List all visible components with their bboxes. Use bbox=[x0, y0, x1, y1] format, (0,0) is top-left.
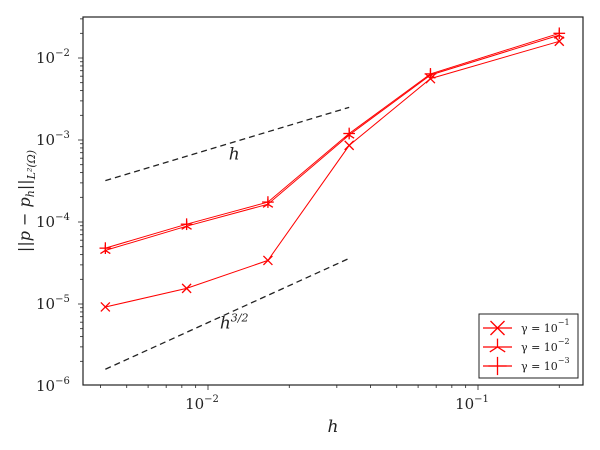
tri-marker-stroke bbox=[553, 34, 560, 39]
series-line bbox=[105, 32, 560, 249]
tri-marker-stroke bbox=[425, 74, 431, 79]
tri-marker-stroke bbox=[430, 74, 436, 79]
marker-plus bbox=[488, 356, 507, 376]
y-tick-label: 10−5 bbox=[36, 294, 70, 313]
series-line bbox=[105, 40, 560, 308]
tri-marker-stroke bbox=[181, 225, 187, 230]
x-marker-stroke bbox=[344, 140, 355, 151]
x-marker-stroke bbox=[262, 255, 273, 266]
marker-plus bbox=[180, 218, 193, 231]
series-gamma-3 bbox=[99, 27, 566, 254]
tri-marker-stroke bbox=[267, 203, 274, 208]
marker-x bbox=[344, 140, 355, 151]
y-tick-label: 10−2 bbox=[36, 48, 70, 67]
marker-plus bbox=[424, 68, 437, 80]
x-marker-stroke bbox=[181, 283, 192, 294]
reference-lines: h h3/2 bbox=[105, 106, 350, 370]
x-marker-stroke bbox=[100, 302, 111, 312]
x-axis: 10−2 10−1 bbox=[100, 385, 560, 413]
tri-marker-stroke bbox=[100, 249, 106, 255]
marker-tri bbox=[489, 338, 506, 353]
x-axis-label: h bbox=[328, 417, 339, 437]
tri-marker-stroke bbox=[105, 249, 111, 255]
marker-plus bbox=[262, 196, 274, 208]
tri-marker-stroke bbox=[489, 346, 498, 353]
legend-label: γ = 10−3 bbox=[521, 356, 570, 373]
series-gamma-1 bbox=[100, 36, 565, 312]
tri-marker-stroke bbox=[186, 225, 192, 230]
legend-box bbox=[478, 313, 579, 379]
tri-marker-stroke bbox=[348, 134, 355, 139]
legend-label: γ = 10−2 bbox=[521, 337, 570, 354]
plot-frame bbox=[82, 16, 584, 386]
legend: γ = 10−1 γ = 10−2 γ = 10−3 bbox=[478, 313, 579, 379]
marker-x bbox=[181, 283, 192, 294]
x-tick-label: 10−2 bbox=[185, 394, 219, 413]
x-tick-label: 10−1 bbox=[455, 394, 489, 413]
annotation-h: h bbox=[229, 144, 240, 164]
series-line bbox=[105, 34, 560, 251]
reference-line-h bbox=[105, 106, 350, 182]
legend-label: γ = 10−1 bbox=[521, 318, 570, 335]
annotation-h32: h3/2 bbox=[220, 312, 249, 334]
marker-plus bbox=[553, 27, 566, 40]
marker-x bbox=[490, 320, 505, 336]
y-axis-label: ||p − ph||L²(Ω) bbox=[15, 150, 38, 252]
x-marker-stroke bbox=[490, 320, 505, 336]
series-gamma-2 bbox=[100, 29, 565, 255]
y-tick-label: 10−6 bbox=[36, 376, 70, 395]
x-marker-stroke bbox=[554, 36, 565, 47]
marker-plus bbox=[99, 242, 112, 254]
reference-line-h32 bbox=[105, 257, 350, 370]
marker-x bbox=[262, 255, 273, 266]
marker-x bbox=[100, 302, 111, 312]
tri-marker-stroke bbox=[558, 34, 565, 39]
y-axis-label-text: ||p − ph||L²(Ω) bbox=[15, 150, 38, 252]
y-tick-label: 10−3 bbox=[36, 130, 70, 149]
data-series bbox=[99, 27, 566, 312]
y-tick-label: 10−4 bbox=[36, 212, 70, 231]
tri-marker-stroke bbox=[262, 203, 269, 208]
y-axis: 10−6 10−5 10−4 10−3 10−2 bbox=[36, 18, 83, 395]
marker-x bbox=[554, 36, 565, 47]
tri-marker-stroke bbox=[497, 346, 506, 353]
marker-plus bbox=[343, 127, 356, 140]
